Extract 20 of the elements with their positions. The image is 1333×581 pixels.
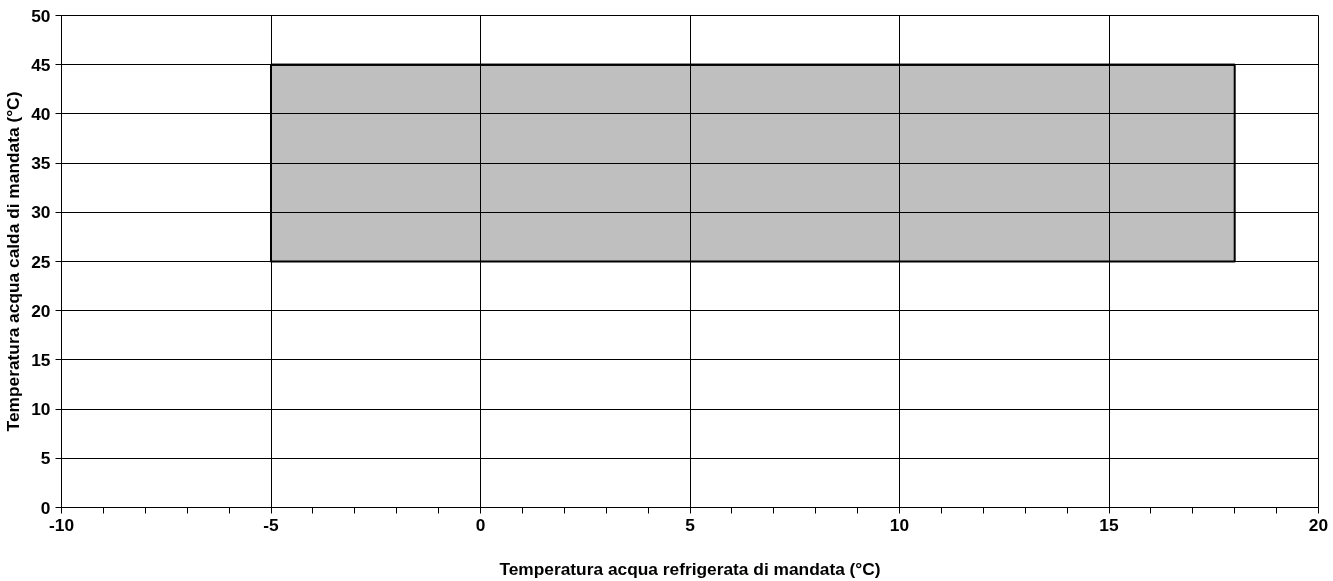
x-tick-label: -10 (48, 514, 75, 535)
x-axis-title: Temperatura acqua refrigerata di mandata (°C) (499, 558, 881, 579)
y-tick-label: 50 (31, 5, 51, 26)
y-tick-label: 0 (40, 497, 51, 518)
y-tick-label: 20 (31, 300, 51, 321)
y-tick-label: 5 (40, 448, 51, 469)
y-tick-label: 10 (31, 399, 51, 420)
y-tick-label: 30 (31, 202, 51, 223)
y-tick-label: 40 (31, 103, 51, 124)
y-tick-label: 25 (31, 251, 51, 272)
y-tick-label: 15 (31, 349, 51, 370)
x-tick-label: 15 (1099, 514, 1119, 535)
x-tick-label: -5 (263, 514, 280, 535)
x-tick-label: 0 (475, 514, 486, 535)
x-tick-label: 5 (685, 514, 696, 535)
y-tick-label: 45 (31, 54, 51, 75)
x-tick-label: 10 (889, 514, 910, 535)
y-axis-title: Temperatura acqua calda di mandata (°C) (3, 91, 24, 432)
x-tick-label: 20 (1308, 514, 1329, 535)
y-tick-label: 35 (31, 153, 51, 174)
